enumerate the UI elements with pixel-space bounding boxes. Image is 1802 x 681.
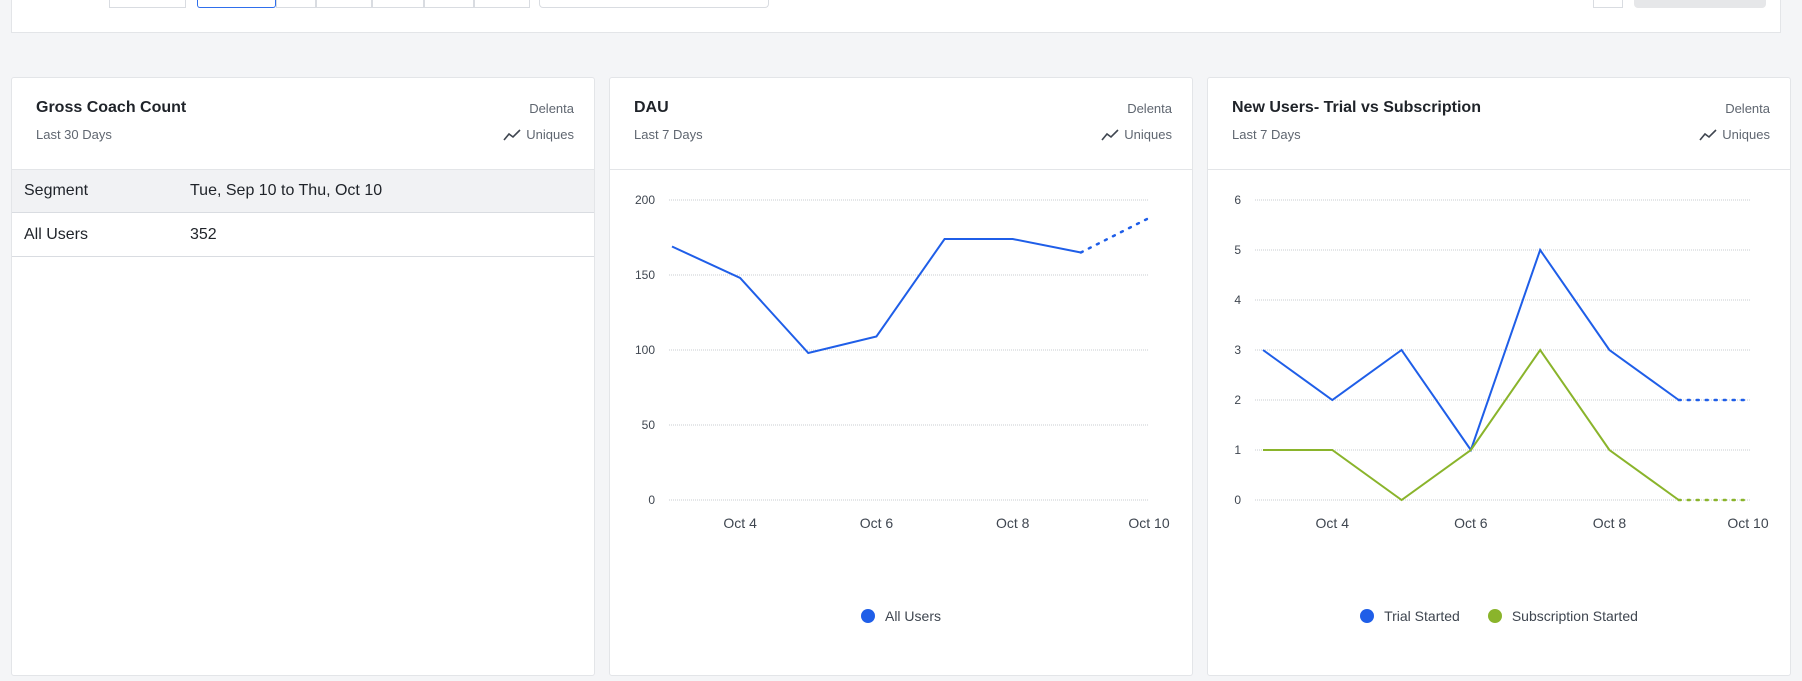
column-header: Segment <box>12 170 190 213</box>
filter-tab-active[interactable] <box>197 0 276 8</box>
date-range-input[interactable] <box>539 0 769 8</box>
action-button[interactable] <box>1634 0 1766 8</box>
card-title[interactable]: New Users- Trial vs Subscription <box>1232 99 1481 116</box>
series-line <box>671 238 1082 355</box>
legend-item[interactable]: All Users <box>860 608 941 624</box>
card-date-range: Last 7 Days <box>634 127 703 142</box>
y-tick-label: 200 <box>635 193 655 207</box>
card-source: Delenta <box>1127 101 1172 116</box>
x-tick-label: Oct 4 <box>1316 515 1350 531</box>
x-tick-label: Oct 8 <box>996 515 1030 531</box>
filter-control[interactable] <box>109 0 186 8</box>
y-tick-label: 4 <box>1234 293 1241 307</box>
y-tick-label: 0 <box>648 493 655 507</box>
metric-label: Uniques <box>1124 127 1172 142</box>
card-date-range: Last 30 Days <box>36 127 112 142</box>
card-header: New Users- Trial vs Subscription Last 7 … <box>1208 78 1790 170</box>
card-source: Delenta <box>1725 101 1770 116</box>
dau-card: DAU Last 7 Days Delenta Uniques 0 50 100 15… <box>609 77 1193 676</box>
table-header-row: Segment Tue, Sep 10 to Thu, Oct 10 <box>12 170 594 213</box>
filter-tab[interactable] <box>372 0 424 8</box>
legend-label: All Users <box>884 608 941 624</box>
filter-tab[interactable] <box>316 0 372 8</box>
card-header: DAU Last 7 Days Delenta Uniques <box>610 78 1192 170</box>
series-line <box>1263 348 1680 502</box>
x-tick-label: Oct 4 <box>723 515 757 531</box>
y-tick-label: 150 <box>635 268 655 282</box>
table-row: All Users 352 <box>12 212 594 257</box>
y-tick-label: 5 <box>1234 243 1241 257</box>
y-tick-label: 50 <box>642 418 656 432</box>
table-cell: 352 <box>190 212 594 257</box>
column-header: Tue, Sep 10 to Thu, Oct 10 <box>190 170 594 213</box>
x-tick-label: Oct 10 <box>1727 515 1768 531</box>
legend-dot <box>860 609 875 623</box>
gross-coach-count-card: Gross Coach Count Last 30 Days Delenta U… <box>11 77 595 676</box>
filter-tab[interactable] <box>424 0 474 8</box>
trend-line-icon <box>1699 128 1717 141</box>
legend-label: Subscription Started <box>1511 608 1638 624</box>
card-date-range: Last 7 Days <box>1232 127 1301 142</box>
card-metric[interactable]: Uniques <box>1101 127 1172 142</box>
dau-line-chart[interactable]: 0 50 100 150 200 Oct 4 Oct 6 Oct 8 Oct 10 <box>610 170 1192 600</box>
filter-tab[interactable] <box>276 0 316 8</box>
top-filter-bar <box>11 0 1781 33</box>
legend-label: Trial Started <box>1384 608 1460 624</box>
metric-label: Uniques <box>1722 127 1770 142</box>
y-tick-label: 6 <box>1234 193 1241 207</box>
chart-legend: All Users <box>610 608 1192 624</box>
x-tick-label: Oct 10 <box>1128 515 1169 531</box>
x-tick-label: Oct 6 <box>860 515 894 531</box>
card-source: Delenta <box>529 101 574 116</box>
trend-line-icon <box>503 128 521 141</box>
legend-dot <box>1487 609 1502 623</box>
legend-dot <box>1360 609 1375 623</box>
y-tick-label: 0 <box>1234 493 1241 507</box>
y-tick-label: 3 <box>1234 343 1241 357</box>
new-users-line-chart[interactable]: 0 1 2 3 4 5 6 Oct 4 Oct 6 Oct 8 Oct 10 <box>1208 170 1790 600</box>
card-metric[interactable]: Uniques <box>1699 127 1770 142</box>
filter-tab[interactable] <box>474 0 530 8</box>
legend-item[interactable]: Subscription Started <box>1487 608 1638 624</box>
card-title[interactable]: Gross Coach Count <box>36 99 187 116</box>
y-tick-label: 1 <box>1234 443 1241 457</box>
y-tick-label: 2 <box>1234 393 1241 407</box>
legend-item[interactable]: Trial Started <box>1360 608 1460 624</box>
x-tick-label: Oct 6 <box>1454 515 1488 531</box>
trend-line-icon <box>1101 128 1119 141</box>
x-tick-label: Oct 8 <box>1593 515 1627 531</box>
card-title[interactable]: DAU <box>634 99 669 116</box>
new-users-card: New Users- Trial vs Subscription Last 7 … <box>1207 77 1791 676</box>
series-partial-segment <box>1079 216 1151 254</box>
table-cell: All Users <box>12 212 190 257</box>
metric-label: Uniques <box>526 127 574 142</box>
card-header: Gross Coach Count Last 30 Days Delenta U… <box>12 78 594 170</box>
chart-legend: Trial Started Subscription Started <box>1208 608 1790 624</box>
y-tick-label: 100 <box>635 343 655 357</box>
small-icon-button[interactable] <box>1593 0 1623 8</box>
card-metric[interactable]: Uniques <box>503 127 574 142</box>
segment-table: Segment Tue, Sep 10 to Thu, Oct 10 All U… <box>12 170 594 257</box>
